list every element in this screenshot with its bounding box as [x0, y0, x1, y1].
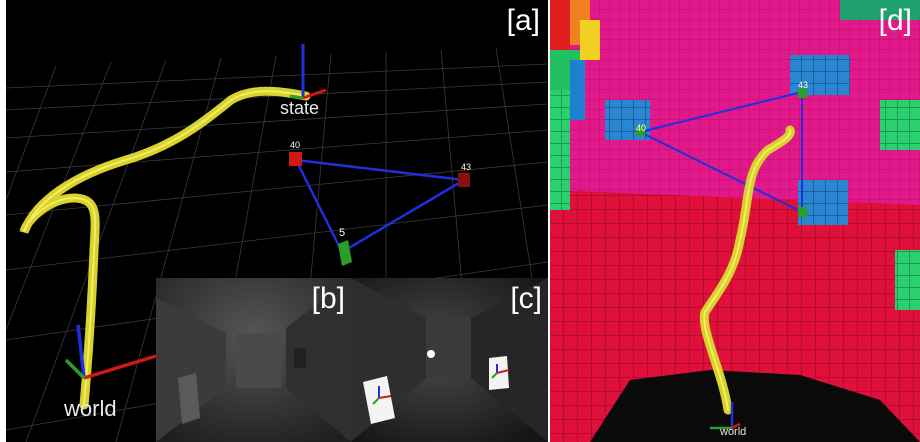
- state-frame-axes: [289, 44, 327, 100]
- voxel-trajectory-path: [699, 125, 795, 415]
- voxel-map-canvas: [550, 0, 920, 442]
- world-frame-label: world: [64, 396, 117, 421]
- panel-b-camera-image: [b]: [156, 278, 351, 442]
- pose-graph-edges: [294, 158, 465, 254]
- panel-c-camera-image: [c]: [351, 278, 548, 442]
- voxel-tag-marker: [798, 207, 807, 217]
- panel-a-label: [a]: [506, 4, 540, 37]
- world-frame-axes: [64, 324, 157, 380]
- detected-tag-left: [363, 376, 395, 424]
- camera-image-bright: [351, 278, 548, 442]
- voxel-tag-40-label: 40: [636, 123, 647, 133]
- panel-d-voxel-map: 40 43 world [d]: [550, 0, 920, 442]
- tag-5-marker: [338, 240, 352, 266]
- voxel-world-frame-axes: [710, 402, 741, 430]
- tag-43-label: 43: [461, 162, 472, 172]
- tag-40-marker: [289, 152, 302, 166]
- panel-b-label: [b]: [311, 282, 345, 315]
- panel-c-label: [c]: [510, 282, 542, 315]
- voxel-tag-43-label: 43: [798, 80, 809, 90]
- voxel-pose-graph-edges: [639, 91, 803, 213]
- panel-d-label: [d]: [878, 4, 912, 37]
- detected-tag-right: [489, 356, 510, 390]
- voxel-tag-43-marker: [798, 88, 807, 98]
- voxel-tag-40-marker: [636, 126, 645, 136]
- camera-image-dark: [156, 278, 351, 442]
- tag-43-marker: [458, 173, 470, 187]
- trajectory-path: [19, 86, 311, 410]
- tag-5-label: 5: [339, 227, 346, 239]
- tag-40-label: 40: [290, 140, 301, 150]
- pose-graph-canvas: [6, 44, 548, 442]
- state-frame-label: state: [280, 98, 320, 118]
- voxel-world-frame-label: world: [720, 426, 747, 438]
